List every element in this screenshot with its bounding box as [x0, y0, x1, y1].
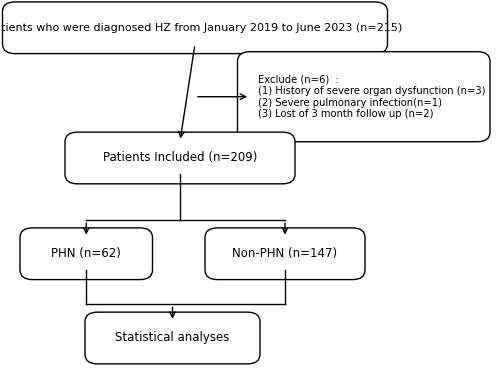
- Text: Non-PHN (n=147): Non-PHN (n=147): [232, 247, 338, 260]
- FancyBboxPatch shape: [20, 228, 152, 280]
- FancyBboxPatch shape: [85, 312, 260, 364]
- Text: Statistical analyses: Statistical analyses: [116, 332, 230, 344]
- Text: Patients Included (n=209): Patients Included (n=209): [103, 152, 257, 164]
- Text: Exclude (n=6)  :
(1) History of severe organ dysfunction (n=3)
(2) Severe pulmon: Exclude (n=6) : (1) History of severe or…: [258, 74, 485, 119]
- FancyBboxPatch shape: [205, 228, 365, 280]
- FancyBboxPatch shape: [238, 52, 490, 142]
- Text: Patients who were diagnosed HZ from January 2019 to June 2023 (n=215): Patients who were diagnosed HZ from Janu…: [0, 23, 402, 33]
- FancyBboxPatch shape: [2, 2, 388, 54]
- FancyBboxPatch shape: [65, 132, 295, 184]
- Text: PHN (n=62): PHN (n=62): [52, 247, 121, 260]
